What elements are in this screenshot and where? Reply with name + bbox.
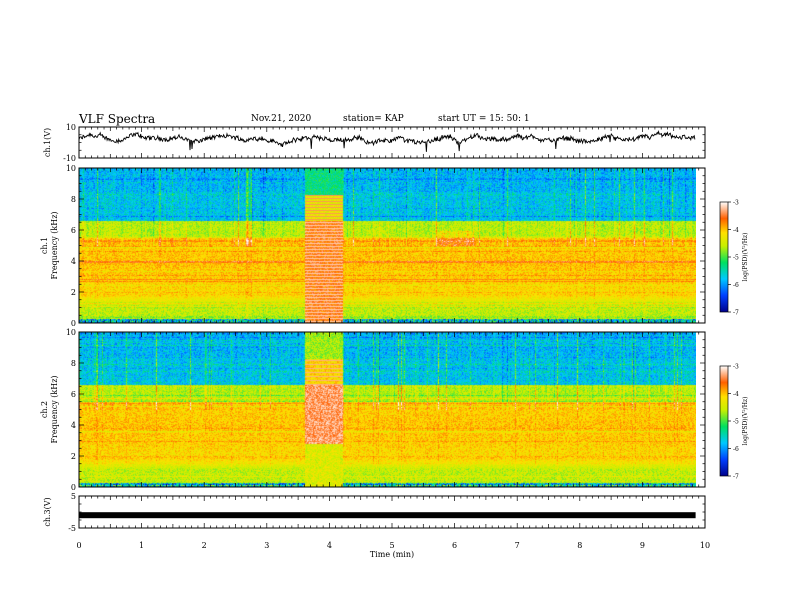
- chart-title: VLF Spectra: [79, 112, 156, 126]
- ch1-spec-colorbar-tick-label: -3: [733, 200, 739, 207]
- ch2-spec-colorbar-tick-label: -6: [733, 446, 739, 453]
- x-tick-label: 5: [389, 541, 394, 550]
- ch2-spec-colorbar-tick-label: -7: [733, 474, 739, 481]
- ch1-spec-colorbar-tick-label: -5: [733, 255, 739, 262]
- ch1-spec-colorbar: [719, 201, 729, 313]
- ch1-spec-y-tick-label: 2: [71, 288, 76, 297]
- ch1-spec-image: [79, 168, 696, 323]
- ch1-spec-colorbar-tick-label: -4: [733, 227, 739, 234]
- ch2-spec-ylabel: ch.2Frequency (kHz): [40, 375, 59, 443]
- x-tick-label: 10: [700, 541, 710, 550]
- ch1-wave-y-tick-label: -10: [63, 154, 76, 163]
- ch1-spec-colorbar-tick-label: -7: [733, 310, 739, 317]
- ch2-spec-colorbar-label: log(PSD)(V²/Hz): [742, 397, 749, 446]
- x-tick-label: 6: [452, 541, 457, 550]
- x-axis-label: Time (min): [370, 550, 414, 559]
- x-tick-label: 1: [139, 541, 144, 550]
- ch3-wave-y-tick-label: 5: [71, 492, 76, 501]
- ch1-wave-y-tick-label: 10: [66, 123, 76, 132]
- x-tick-label: 9: [640, 541, 645, 550]
- ch2-spec-y-tick-label: 10: [66, 328, 76, 337]
- x-tick-label: 8: [577, 541, 582, 550]
- ch2-spec-y-tick-label: 2: [71, 452, 76, 461]
- ch3-waveform-band: [79, 512, 696, 519]
- station-label: station= KAP: [343, 114, 404, 124]
- ch3-waveform-ylabel: ch.3(V): [43, 497, 52, 526]
- ch1-spec-y-tick-label: 6: [71, 226, 76, 235]
- ch1-spec-ylabel: ch.1Frequency (kHz): [40, 211, 59, 279]
- ch1-spec-y-tick-label: 8: [71, 195, 76, 204]
- ch2-spec-y-tick-label: 6: [71, 390, 76, 399]
- ch2-spec-colorbar-tick-label: -5: [733, 419, 739, 426]
- ch1-waveform-ylabel: ch.1(V): [43, 128, 52, 157]
- ch1-spec-colorbar-label: log(PSD)(V²/Hz): [742, 233, 749, 282]
- ch2-spec-y-tick-label: 8: [71, 359, 76, 368]
- ch2-spec-y-tick-label: 4: [71, 421, 76, 430]
- ch3-wave-y-tick-label: -5: [68, 524, 76, 533]
- x-tick-label: 7: [515, 541, 520, 550]
- ch1-spec-y-tick-label: 0: [71, 319, 76, 328]
- ch1-spec-y-tick-label: 4: [71, 257, 76, 266]
- ch2-spec-colorbar-tick-label: -4: [733, 391, 739, 398]
- x-tick-label: 3: [264, 541, 269, 550]
- x-tick-label: 4: [327, 541, 332, 550]
- start-ut-label: start UT = 15: 50: 1: [438, 114, 530, 124]
- ch2-spec-image: [79, 332, 696, 487]
- ch2-spec-y-tick-label: 0: [71, 483, 76, 492]
- ch1-spec-y-tick-label: 10: [66, 164, 76, 173]
- ch1-spec-colorbar-tick-label: -6: [733, 282, 739, 289]
- date-label: Nov.21, 2020: [251, 114, 312, 124]
- x-tick-label: 0: [76, 541, 81, 550]
- ch2-spec-colorbar-tick-label: -3: [733, 364, 739, 371]
- x-tick-label: 2: [202, 541, 207, 550]
- ch1-waveform-line: [79, 130, 696, 152]
- ch2-spec-colorbar: [719, 365, 729, 477]
